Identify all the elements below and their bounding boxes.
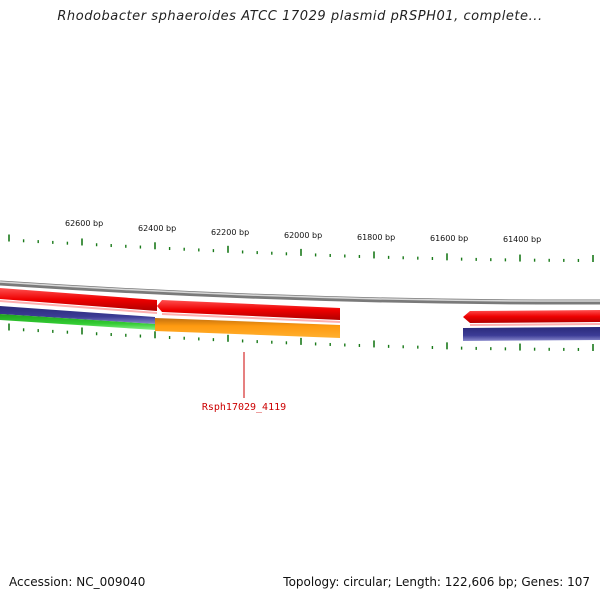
- gene-red-middle[interactable]: [157, 300, 340, 320]
- scale-label-61600: 61600 bp: [430, 234, 468, 243]
- gene-callout: Rsph17029_4119: [202, 352, 286, 413]
- sequence-backbone: [0, 280, 600, 305]
- scale-label-62600: 62600 bp: [65, 219, 103, 228]
- scale-label-62200: 62200 bp: [211, 228, 249, 237]
- gene-red-right[interactable]: [463, 310, 600, 323]
- scale-label-61400: 61400 bp: [503, 235, 541, 244]
- scale-ticks-lower: [8, 323, 594, 351]
- topology-summary: Topology: circular; Length: 122,606 bp; …: [283, 575, 590, 589]
- gene-label-rsph17029-4119[interactable]: Rsph17029_4119: [202, 402, 286, 413]
- map-title: Rhodobacter sphaeroides ATCC 17029 plasm…: [57, 9, 543, 24]
- scale-label-62000: 62000 bp: [284, 231, 322, 240]
- gene-track-top: [0, 288, 600, 326]
- gene-orange-rsph17029-4119[interactable]: [155, 318, 340, 338]
- scale-label-61800: 61800 bp: [357, 233, 395, 242]
- accession-label: Accession: NC_009040: [9, 575, 146, 589]
- scale-label-62400: 62400 bp: [138, 224, 176, 233]
- scale-ticks-upper: [8, 234, 594, 262]
- gene-blue-right[interactable]: [463, 327, 600, 341]
- gene-red-left[interactable]: [0, 288, 157, 311]
- scale-labels: 62600 bp 62400 bp 62200 bp 62000 bp 6180…: [65, 219, 541, 244]
- gene-track-bottom: [0, 306, 600, 341]
- gene-blue-left[interactable]: [0, 306, 155, 324]
- gene-green-left[interactable]: [0, 314, 155, 330]
